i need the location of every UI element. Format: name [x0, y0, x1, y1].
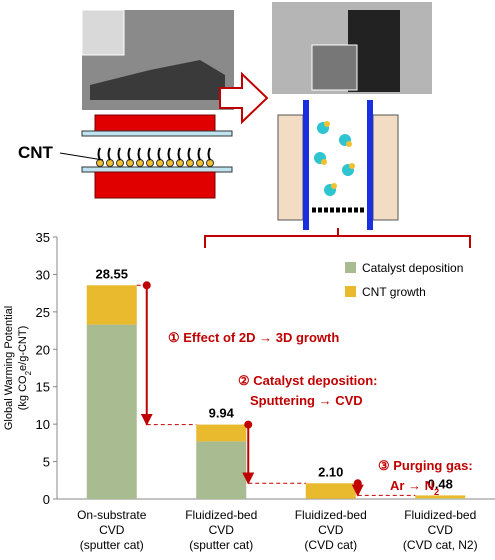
bar-segment [196, 441, 247, 499]
bar-segment [86, 324, 137, 499]
particles [314, 121, 355, 196]
bar-segment [415, 495, 466, 499]
annotation: Sputtering → CVD [250, 393, 363, 408]
annotation-text: Ar → N [390, 478, 434, 493]
y-tick-label: 15 [36, 380, 50, 395]
total-label: 28.55 [95, 266, 128, 281]
annotation: ② Catalyst deposition: [238, 373, 378, 388]
total-label: 0.48 [428, 476, 453, 491]
legend-label: CNT growth [362, 285, 426, 299]
annotation: ③ Purging gas: [378, 458, 473, 473]
annotation: Ar → N2 [390, 478, 439, 497]
y-tick-label: 20 [36, 342, 50, 357]
reactor-wall [367, 100, 373, 230]
total-label: 9.94 [209, 406, 235, 421]
legend-swatch [345, 262, 356, 273]
x-tick-label: (sputter cat) [80, 538, 144, 552]
y-tick-label: 10 [36, 417, 50, 432]
process-arrow [219, 71, 269, 125]
subscript: 2 [24, 370, 33, 375]
x-tick-label: Fluidized-bed [404, 508, 476, 522]
x-tick-label: Fluidized-bed [295, 508, 367, 522]
heater [277, 114, 304, 221]
y-tick-label: 25 [36, 305, 50, 320]
x-tick-label: (CVD cat, N2) [403, 538, 478, 552]
inset-photo [311, 44, 358, 91]
y-axis-label: Global Warming Potential (kg CO2e/g-CNT) [3, 306, 33, 430]
reactor-wall [303, 100, 309, 230]
x-tick-label: On-substrate [77, 508, 147, 522]
diagram-label: CNT [18, 143, 54, 162]
y-tick-label: 0 [43, 492, 50, 507]
subscript: 2 [434, 487, 439, 497]
annotation-text: ③ Purging gas: [378, 458, 473, 473]
y-label-line: Global Warming Potential [3, 306, 15, 430]
substrate [81, 166, 233, 173]
bracket [204, 228, 471, 248]
annotation-text: ② Catalyst deposition: [238, 373, 378, 388]
x-tick-label: Fluidized-bed [185, 508, 257, 522]
heater [372, 114, 399, 221]
annotation: ① Effect of 2D → 3D growth [168, 330, 339, 345]
sem-sample [90, 60, 225, 100]
substrate [81, 130, 233, 137]
inset-photo [81, 9, 125, 56]
bar-segment [305, 483, 356, 499]
catalyst-row [96, 159, 214, 167]
x-tick-label: CVD [428, 523, 454, 537]
bar-segment [196, 424, 247, 442]
y-label-part: (kg CO [17, 375, 29, 410]
y-label-line: (kg CO2e/g-CNT) [17, 326, 33, 411]
x-tick-label: CVD [209, 523, 235, 537]
heater [94, 114, 216, 132]
x-tick-label: (sputter cat) [189, 538, 253, 552]
x-tick-label: (CVD cat) [304, 538, 357, 552]
cnt-strands [97, 147, 211, 161]
y-tick-label: 30 [36, 267, 50, 282]
label-pointer [59, 152, 104, 161]
y-tick-label: 5 [43, 455, 50, 470]
bar-segment [86, 285, 137, 325]
schematic: CNT [18, 2, 471, 248]
x-tick-label: CVD [99, 523, 125, 537]
legend-label: Catalyst deposition [362, 261, 463, 275]
y-label-part: e/g-CNT) [17, 326, 29, 371]
annotation-text: ① Effect of 2D → 3D growth [168, 330, 339, 345]
legend-swatch [345, 286, 356, 297]
total-label: 2.10 [318, 464, 343, 479]
y-tick-label: 35 [36, 230, 50, 245]
heater [94, 171, 216, 199]
x-tick-label: CVD [318, 523, 344, 537]
bar-segment [415, 498, 466, 499]
annotation-text: Sputtering → CVD [250, 393, 363, 408]
